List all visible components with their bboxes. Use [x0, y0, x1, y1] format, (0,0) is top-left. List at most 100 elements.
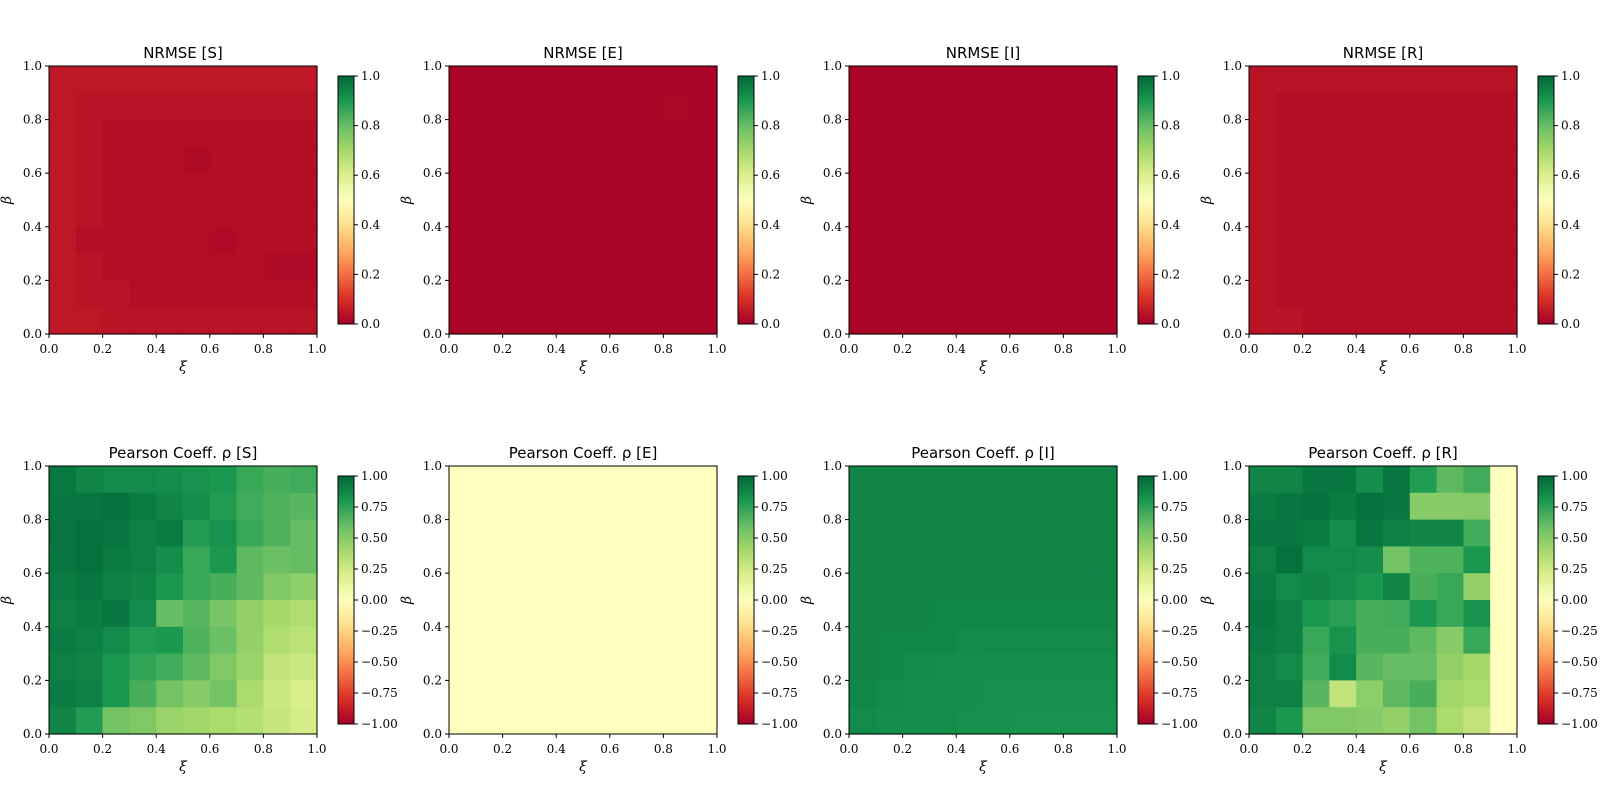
y-tick-label: 0.8 — [823, 113, 842, 127]
colorbar-tick-label: 0.25 — [1161, 562, 1188, 576]
heatmap-cell — [1249, 707, 1277, 735]
heatmap-cell — [49, 573, 77, 601]
heatmap-cell — [1356, 253, 1384, 281]
heatmap-cell — [1090, 626, 1118, 655]
heatmap-cell — [609, 173, 638, 201]
heatmap-cell — [1463, 92, 1491, 121]
heatmap-cell — [1249, 146, 1277, 174]
heatmap-cell — [1409, 707, 1438, 735]
heatmap-cell — [209, 92, 238, 121]
heatmap-cell — [583, 626, 611, 655]
heatmap-cell — [1275, 307, 1304, 335]
heatmap-cell — [875, 492, 904, 521]
colorbar-tick-label: 0.2 — [1161, 267, 1180, 281]
heatmap-cell — [449, 253, 477, 281]
heatmap-cell — [1409, 200, 1438, 228]
heatmap-cell — [929, 573, 957, 601]
x-tick-label: 1.0 — [307, 342, 326, 356]
heatmap-cell — [529, 626, 557, 655]
heatmap-cell — [183, 119, 211, 147]
heatmap-cell — [849, 280, 877, 308]
heatmap-cell — [1490, 146, 1518, 174]
heatmap-cell — [690, 653, 718, 681]
heatmap-cell — [875, 573, 904, 601]
heatmap-cell — [183, 253, 211, 281]
heatmap-cell — [529, 600, 557, 628]
heatmap-cell — [690, 280, 718, 308]
heatmap-cell — [49, 200, 77, 228]
heatmap-cell — [663, 653, 691, 681]
heatmap-cell — [236, 146, 264, 174]
heatmap-cell — [102, 546, 130, 574]
heatmap-cell — [1302, 226, 1330, 255]
heatmap-cell — [236, 466, 264, 494]
heatmap-cell — [663, 307, 691, 335]
heatmap-cell — [529, 653, 557, 681]
y-tick-label: 0.6 — [23, 166, 42, 180]
heatmap-cell — [1302, 66, 1330, 94]
heatmap-cell — [609, 546, 638, 574]
plot-frame — [448, 465, 718, 735]
heatmap-cell — [209, 226, 238, 255]
chart-title: NRMSE [I] — [946, 44, 1020, 62]
heatmap-cell — [290, 146, 318, 174]
heatmap-cell — [1463, 707, 1491, 735]
x-axis-label: ξ — [579, 359, 588, 375]
heatmap-cell — [1329, 626, 1357, 655]
heatmap-cell — [49, 466, 77, 494]
heatmap-cell — [1383, 307, 1411, 335]
heatmap-cell — [236, 680, 264, 708]
heatmap-cell — [290, 66, 318, 94]
heatmap-cell — [129, 146, 157, 174]
heatmap-cell — [983, 707, 1011, 735]
heatmap-cell — [1249, 492, 1277, 521]
heatmap-cell — [129, 173, 157, 201]
colorbar-tick-label: −1.00 — [361, 717, 398, 731]
heatmap-cell — [1409, 600, 1438, 628]
heatmap-cell — [636, 226, 664, 255]
heatmap-cell — [1409, 680, 1438, 708]
heatmap-cell — [236, 92, 264, 121]
heatmap-cell — [1090, 307, 1118, 335]
chart-title: Pearson Coeff. ρ [E] — [509, 444, 658, 462]
heatmap-cell — [129, 200, 157, 228]
colorbar-tick-label: 0.0 — [761, 317, 780, 331]
heatmap-cell — [1090, 92, 1118, 121]
heatmap-cell — [1036, 119, 1064, 147]
colorbar-tick-label: 0.75 — [1561, 500, 1588, 514]
heatmap-cell — [49, 307, 77, 335]
y-tick-label: 0.4 — [1223, 620, 1242, 634]
colorbar-tick-label: −0.75 — [761, 686, 798, 700]
heatmap-cell — [1356, 146, 1384, 174]
y-tick-label: 0.2 — [23, 273, 42, 287]
heatmap-cell — [1036, 66, 1064, 94]
heatmap-cell — [1356, 626, 1384, 655]
heatmap-cell — [583, 573, 611, 601]
heatmap-cell — [1275, 200, 1304, 228]
heatmap-cell — [1036, 466, 1064, 494]
heatmap-cell — [956, 466, 984, 494]
heatmap-cell — [636, 707, 664, 735]
plot-frame — [848, 65, 1118, 335]
heatmap-cell — [690, 466, 718, 494]
heatmap-cell — [1302, 253, 1330, 281]
heatmap-cell — [583, 119, 611, 147]
heatmap-cell — [475, 146, 504, 174]
colorbar-tick-label: 0.25 — [361, 562, 388, 576]
heatmap-cell — [290, 626, 318, 655]
heatmap-cell — [956, 626, 984, 655]
x-tick-label: 0.6 — [600, 342, 619, 356]
y-tick-label: 1.0 — [423, 59, 442, 73]
colorbar-tick-label: 0.6 — [1161, 168, 1180, 182]
heatmap-cell — [1383, 680, 1411, 708]
heatmap-cell — [236, 707, 264, 735]
heatmap-cell — [1009, 492, 1038, 521]
heatmap-cell — [209, 280, 238, 308]
x-tick-label: 0.4 — [947, 342, 966, 356]
heatmap-cell — [1036, 280, 1064, 308]
y-tick-label: 0.0 — [823, 727, 842, 741]
heatmap-cell — [290, 173, 318, 201]
heatmap-cell — [1329, 226, 1357, 255]
heatmap-cell — [875, 466, 904, 494]
heatmap-cell — [556, 519, 584, 547]
